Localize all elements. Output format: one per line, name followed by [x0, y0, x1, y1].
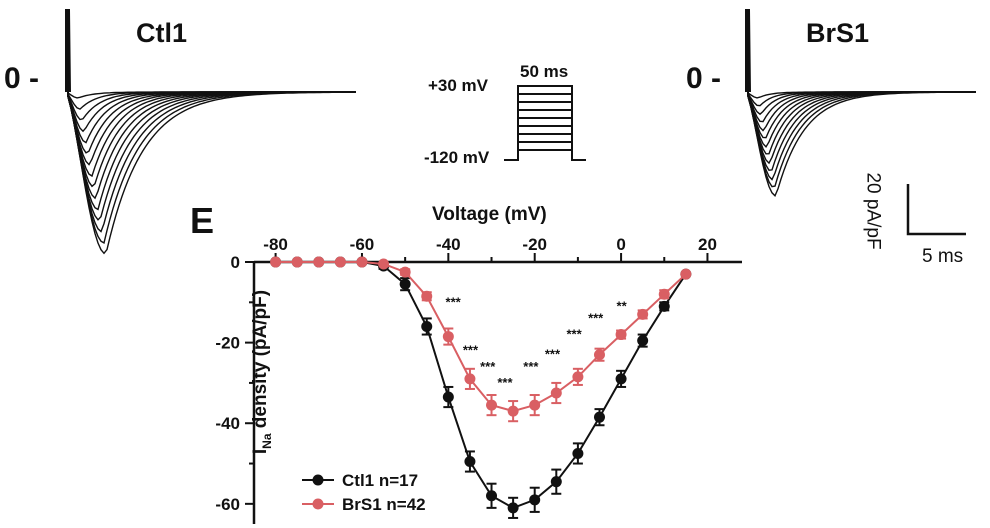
x-axis-title: Voltage (mV)	[432, 204, 547, 225]
y-tick-label: 0	[231, 253, 240, 272]
data-point	[399, 266, 411, 278]
current-trace	[67, 91, 356, 233]
current-trace	[747, 91, 976, 171]
data-point	[572, 371, 584, 383]
x-tick-label: 20	[698, 235, 717, 254]
brs-panel-title: BrS1	[806, 18, 870, 48]
significance-marker: ***	[445, 294, 461, 309]
significance-marker: ***	[462, 343, 478, 358]
brs-zero-label: 0 -	[686, 62, 722, 95]
scale-bar-horizontal-label: 5 ms	[922, 246, 964, 267]
data-point	[637, 335, 649, 347]
data-point	[464, 456, 476, 468]
protocol-duration-label: 50 ms	[520, 62, 569, 81]
data-point	[615, 373, 627, 385]
protocol-top-label: +30 mV	[428, 76, 489, 95]
y-tick-label: -20	[215, 334, 240, 353]
scale-bar	[906, 184, 966, 236]
data-point	[680, 268, 692, 280]
current-trace	[67, 91, 356, 211]
data-point	[507, 405, 519, 417]
ctl-panel-title: Ctl1	[136, 18, 188, 48]
data-point	[529, 494, 541, 506]
protocol-bottom-label: -120 mV	[424, 148, 490, 167]
significance-marker: ***	[523, 359, 539, 374]
iv-series	[270, 256, 692, 519]
x-tick-label: -40	[436, 235, 461, 254]
data-point	[507, 502, 519, 514]
legend-label: Ctl1 n=17	[342, 471, 418, 490]
data-point	[270, 256, 282, 268]
protocol-diagram	[504, 85, 586, 161]
brs-trace-family	[745, 9, 976, 198]
data-point	[356, 256, 368, 268]
legend: Ctl1 n=17 BrS1 n=42	[302, 471, 426, 514]
significance-marker: ***	[588, 310, 604, 325]
data-point	[486, 490, 498, 502]
capacitive-transient	[745, 9, 751, 93]
iv-annotations: **************************	[445, 294, 627, 390]
legend-marker	[312, 474, 324, 486]
significance-marker: **	[616, 298, 627, 313]
data-point	[313, 256, 325, 268]
data-point	[442, 331, 454, 343]
data-point	[378, 258, 390, 270]
data-point	[550, 476, 562, 488]
iv-axes: -80 -60 -40 -20 0 20 0 -20 -40 -60	[215, 235, 742, 524]
x-tick-label: -80	[263, 235, 288, 254]
protocol-baseline	[504, 85, 586, 161]
current-trace	[67, 91, 356, 144]
data-point	[442, 391, 454, 403]
data-point	[399, 278, 411, 290]
significance-marker: ***	[480, 359, 496, 374]
data-point	[615, 329, 627, 341]
data-point	[421, 320, 433, 332]
legend-label: BrS1 n=42	[342, 495, 426, 514]
data-point	[593, 411, 605, 423]
ctl-zero-label: 0 -	[4, 62, 40, 95]
ctl-trace-family	[65, 9, 356, 255]
data-point	[529, 399, 541, 411]
series-ctl1	[270, 256, 692, 519]
y-tick-label: -40	[215, 414, 240, 433]
data-point	[658, 288, 670, 300]
y-tick-label: -60	[215, 495, 240, 514]
data-point	[637, 308, 649, 320]
data-point	[291, 256, 303, 268]
data-point	[658, 300, 670, 312]
data-point	[464, 373, 476, 385]
data-point	[421, 290, 433, 302]
current-trace	[67, 91, 356, 178]
x-tick-label: -20	[522, 235, 547, 254]
significance-marker: ***	[566, 327, 582, 342]
current-trace	[67, 91, 356, 188]
data-point	[572, 447, 584, 459]
data-point	[550, 387, 562, 399]
panel-letter: E	[190, 200, 215, 241]
data-point	[593, 349, 605, 361]
x-tick-label: -60	[350, 235, 375, 254]
legend-marker	[312, 498, 324, 510]
current-trace	[747, 91, 976, 198]
significance-marker: ***	[544, 347, 560, 362]
current-trace	[747, 91, 976, 139]
current-trace	[67, 91, 356, 255]
series-brs1	[270, 256, 692, 423]
scale-bar-lines	[906, 184, 966, 236]
capacitive-transient	[65, 9, 71, 93]
data-point	[486, 399, 498, 411]
data-point	[334, 256, 346, 268]
x-tick-label: 0	[616, 235, 625, 254]
significance-marker: ***	[497, 375, 513, 390]
